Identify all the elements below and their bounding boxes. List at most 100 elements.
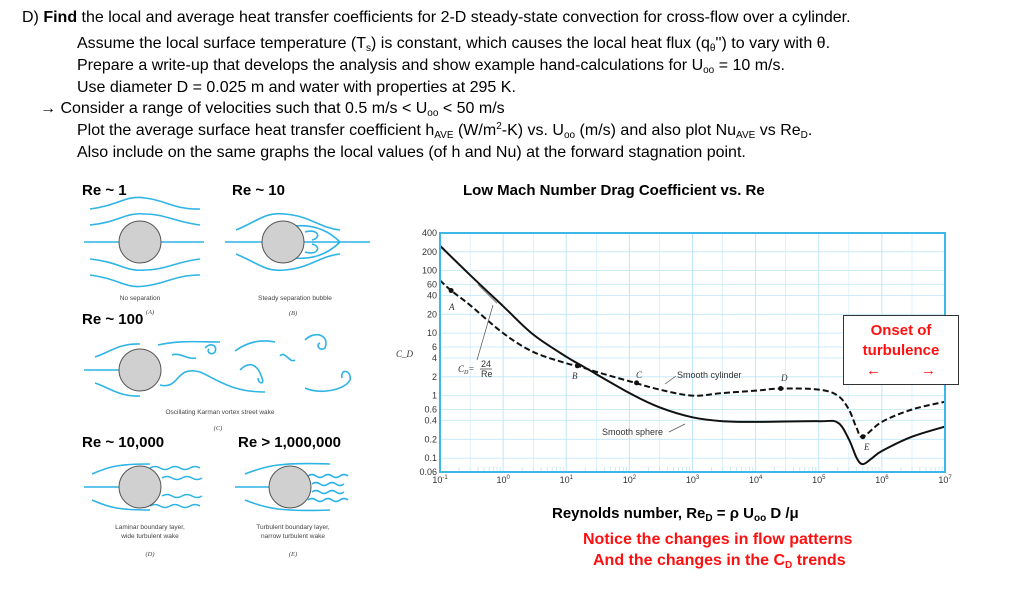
point-c-marker xyxy=(634,380,640,386)
x-tick-label: 101 xyxy=(560,475,574,485)
tick-base: 10 xyxy=(938,475,948,485)
y-tick-label: 0.06 xyxy=(419,467,437,477)
text-segment: Also include on the same graphs the loca… xyxy=(77,144,746,161)
subscript: oo xyxy=(427,108,439,119)
tick-exponent: 3 xyxy=(696,475,700,481)
y-tick-label: 200 xyxy=(422,247,437,257)
tick-exponent: -1 xyxy=(442,475,448,481)
caption: wide turbulent wake xyxy=(120,533,179,540)
text-segment: -K) vs. U xyxy=(501,122,564,139)
caption-tag: (D) xyxy=(145,551,154,558)
superscript: 2 xyxy=(496,121,502,132)
tick-base: 10 xyxy=(749,475,759,485)
caption-tag: (A) xyxy=(146,309,154,316)
x-tick-label: 104 xyxy=(749,475,763,485)
y-tick-label: 10 xyxy=(427,328,437,338)
cylinder-icon xyxy=(118,465,162,509)
statement-line: Assume the local surface temperature (Ts… xyxy=(77,34,830,54)
point-e-marker xyxy=(860,434,866,440)
tick-exponent: 6 xyxy=(885,475,889,481)
text-segment: < 50 m/s xyxy=(438,100,505,117)
y-tick-label: 4 xyxy=(432,353,437,363)
text-segment: Plot the average surface heat transfer c… xyxy=(77,122,435,139)
caption: Oscillating Karman vortex street wake xyxy=(165,409,274,416)
caption-tag: (B) xyxy=(289,310,297,317)
flow-diagram-re100: Oscillating Karman vortex street wake (C… xyxy=(84,333,351,432)
y-tick-label: 60 xyxy=(427,279,437,289)
y-tick-label: 0.1 xyxy=(424,453,437,463)
chart-series xyxy=(439,245,946,466)
y-tick-label: 6 xyxy=(432,342,437,352)
subscript: oo xyxy=(703,65,715,76)
note-text: trends xyxy=(792,552,846,569)
subscript: AVE xyxy=(434,130,454,141)
tick-exponent: 4 xyxy=(759,475,763,481)
note-text: And the changes in the C xyxy=(593,552,786,569)
sphere-label: Smooth sphere xyxy=(602,427,663,437)
cylinder-label: Smooth cylinder xyxy=(677,370,742,380)
x-tick-label: 10-1 xyxy=(432,475,448,485)
tick-exponent: 5 xyxy=(822,475,826,481)
onset-of-turbulence-callout: Onset of turbulence ← → xyxy=(843,315,959,385)
tick-base: 10 xyxy=(623,475,633,485)
regime-title-re1: Re ~ 1 xyxy=(82,182,127,199)
series-labels: Smooth cylinder Smooth sphere xyxy=(602,370,742,437)
y-tick-label: 0.6 xyxy=(424,404,437,414)
subscript: θ xyxy=(709,43,716,54)
stokes-law-line xyxy=(477,284,498,304)
stokes-formula: CD= 24 Re xyxy=(458,304,494,379)
point-label-e: E xyxy=(863,442,870,452)
subscript: D xyxy=(705,513,713,524)
subscript: AVE xyxy=(736,130,756,141)
regime-title-re10: Re ~ 10 xyxy=(232,182,285,199)
tick-exponent: 0 xyxy=(506,475,510,481)
statement-line: Use diameter D = 0.025 m and water with … xyxy=(77,78,516,98)
tick-base: 10 xyxy=(560,475,570,485)
point-labels: A B C D E xyxy=(448,302,870,452)
tick-base: 10 xyxy=(496,475,506,485)
regime-title-re1e6: Re > 1,000,000 xyxy=(238,434,342,451)
text-segment: Prepare a write-up that develops the ana… xyxy=(77,57,704,74)
text-segment: (W/m xyxy=(453,122,497,139)
text-segment: Assume the local surface temperature (T xyxy=(77,35,367,52)
flow-diagram-re10: Steady separation bubble (B) xyxy=(225,212,370,317)
point-label-a: A xyxy=(448,302,455,312)
tick-base: 10 xyxy=(812,475,822,485)
series-line-smooth-sphere xyxy=(439,245,946,466)
note-cd-trends: And the changes in the CD trends xyxy=(593,552,846,571)
text-segment: (m/s) and also plot Nu xyxy=(575,122,737,139)
statement-line: D) Find the local and average heat trans… xyxy=(22,8,851,28)
flow-diagram-re10000: Laminar boundary layer, wide turbulent w… xyxy=(84,463,203,558)
caption: No separation xyxy=(120,295,161,302)
tick-base: 10 xyxy=(875,475,885,485)
stokes-numerator: 24 xyxy=(481,359,491,369)
caption-tag: (C) xyxy=(214,425,223,432)
series-line-smooth-cylinder xyxy=(439,279,946,438)
y-tick-label: 400 xyxy=(422,228,437,238)
caption: narrow turbulent wake xyxy=(261,533,325,540)
x-tick-label: 103 xyxy=(686,475,700,485)
text-segment: → Consider a range of velocities such th… xyxy=(40,100,428,117)
y-tick-label: 0.2 xyxy=(424,434,437,444)
regime-title-re100: Re ~ 100 xyxy=(82,311,144,328)
point-b-marker xyxy=(574,363,580,369)
stokes-lhs: CD= xyxy=(458,364,474,376)
chart-title: Low Mach Number Drag Coefficient vs. Re xyxy=(463,182,765,199)
statement-line: → Consider a range of velocities such th… xyxy=(40,99,505,119)
subscript: oo xyxy=(753,513,767,524)
flow-diagram-re1: No separation (A) xyxy=(84,196,204,316)
y-tick-label: 1 xyxy=(432,391,437,401)
tick-base: 10 xyxy=(686,475,696,485)
y-axis-label: C_D xyxy=(396,349,414,359)
subscript: oo xyxy=(563,130,576,141)
cylinder-icon xyxy=(268,465,312,509)
note-flow-patterns: Notice the changes in flow patterns xyxy=(583,531,853,548)
callout-line2: turbulence xyxy=(862,342,940,359)
x-tick-label: 107 xyxy=(938,475,952,485)
text-segment: D /μ xyxy=(766,505,799,522)
cylinder-icon xyxy=(118,220,162,264)
caption: Turbulent boundary layer, xyxy=(256,524,330,531)
text-segment: . xyxy=(807,122,813,139)
y-tick-label: 0.4 xyxy=(424,416,437,426)
